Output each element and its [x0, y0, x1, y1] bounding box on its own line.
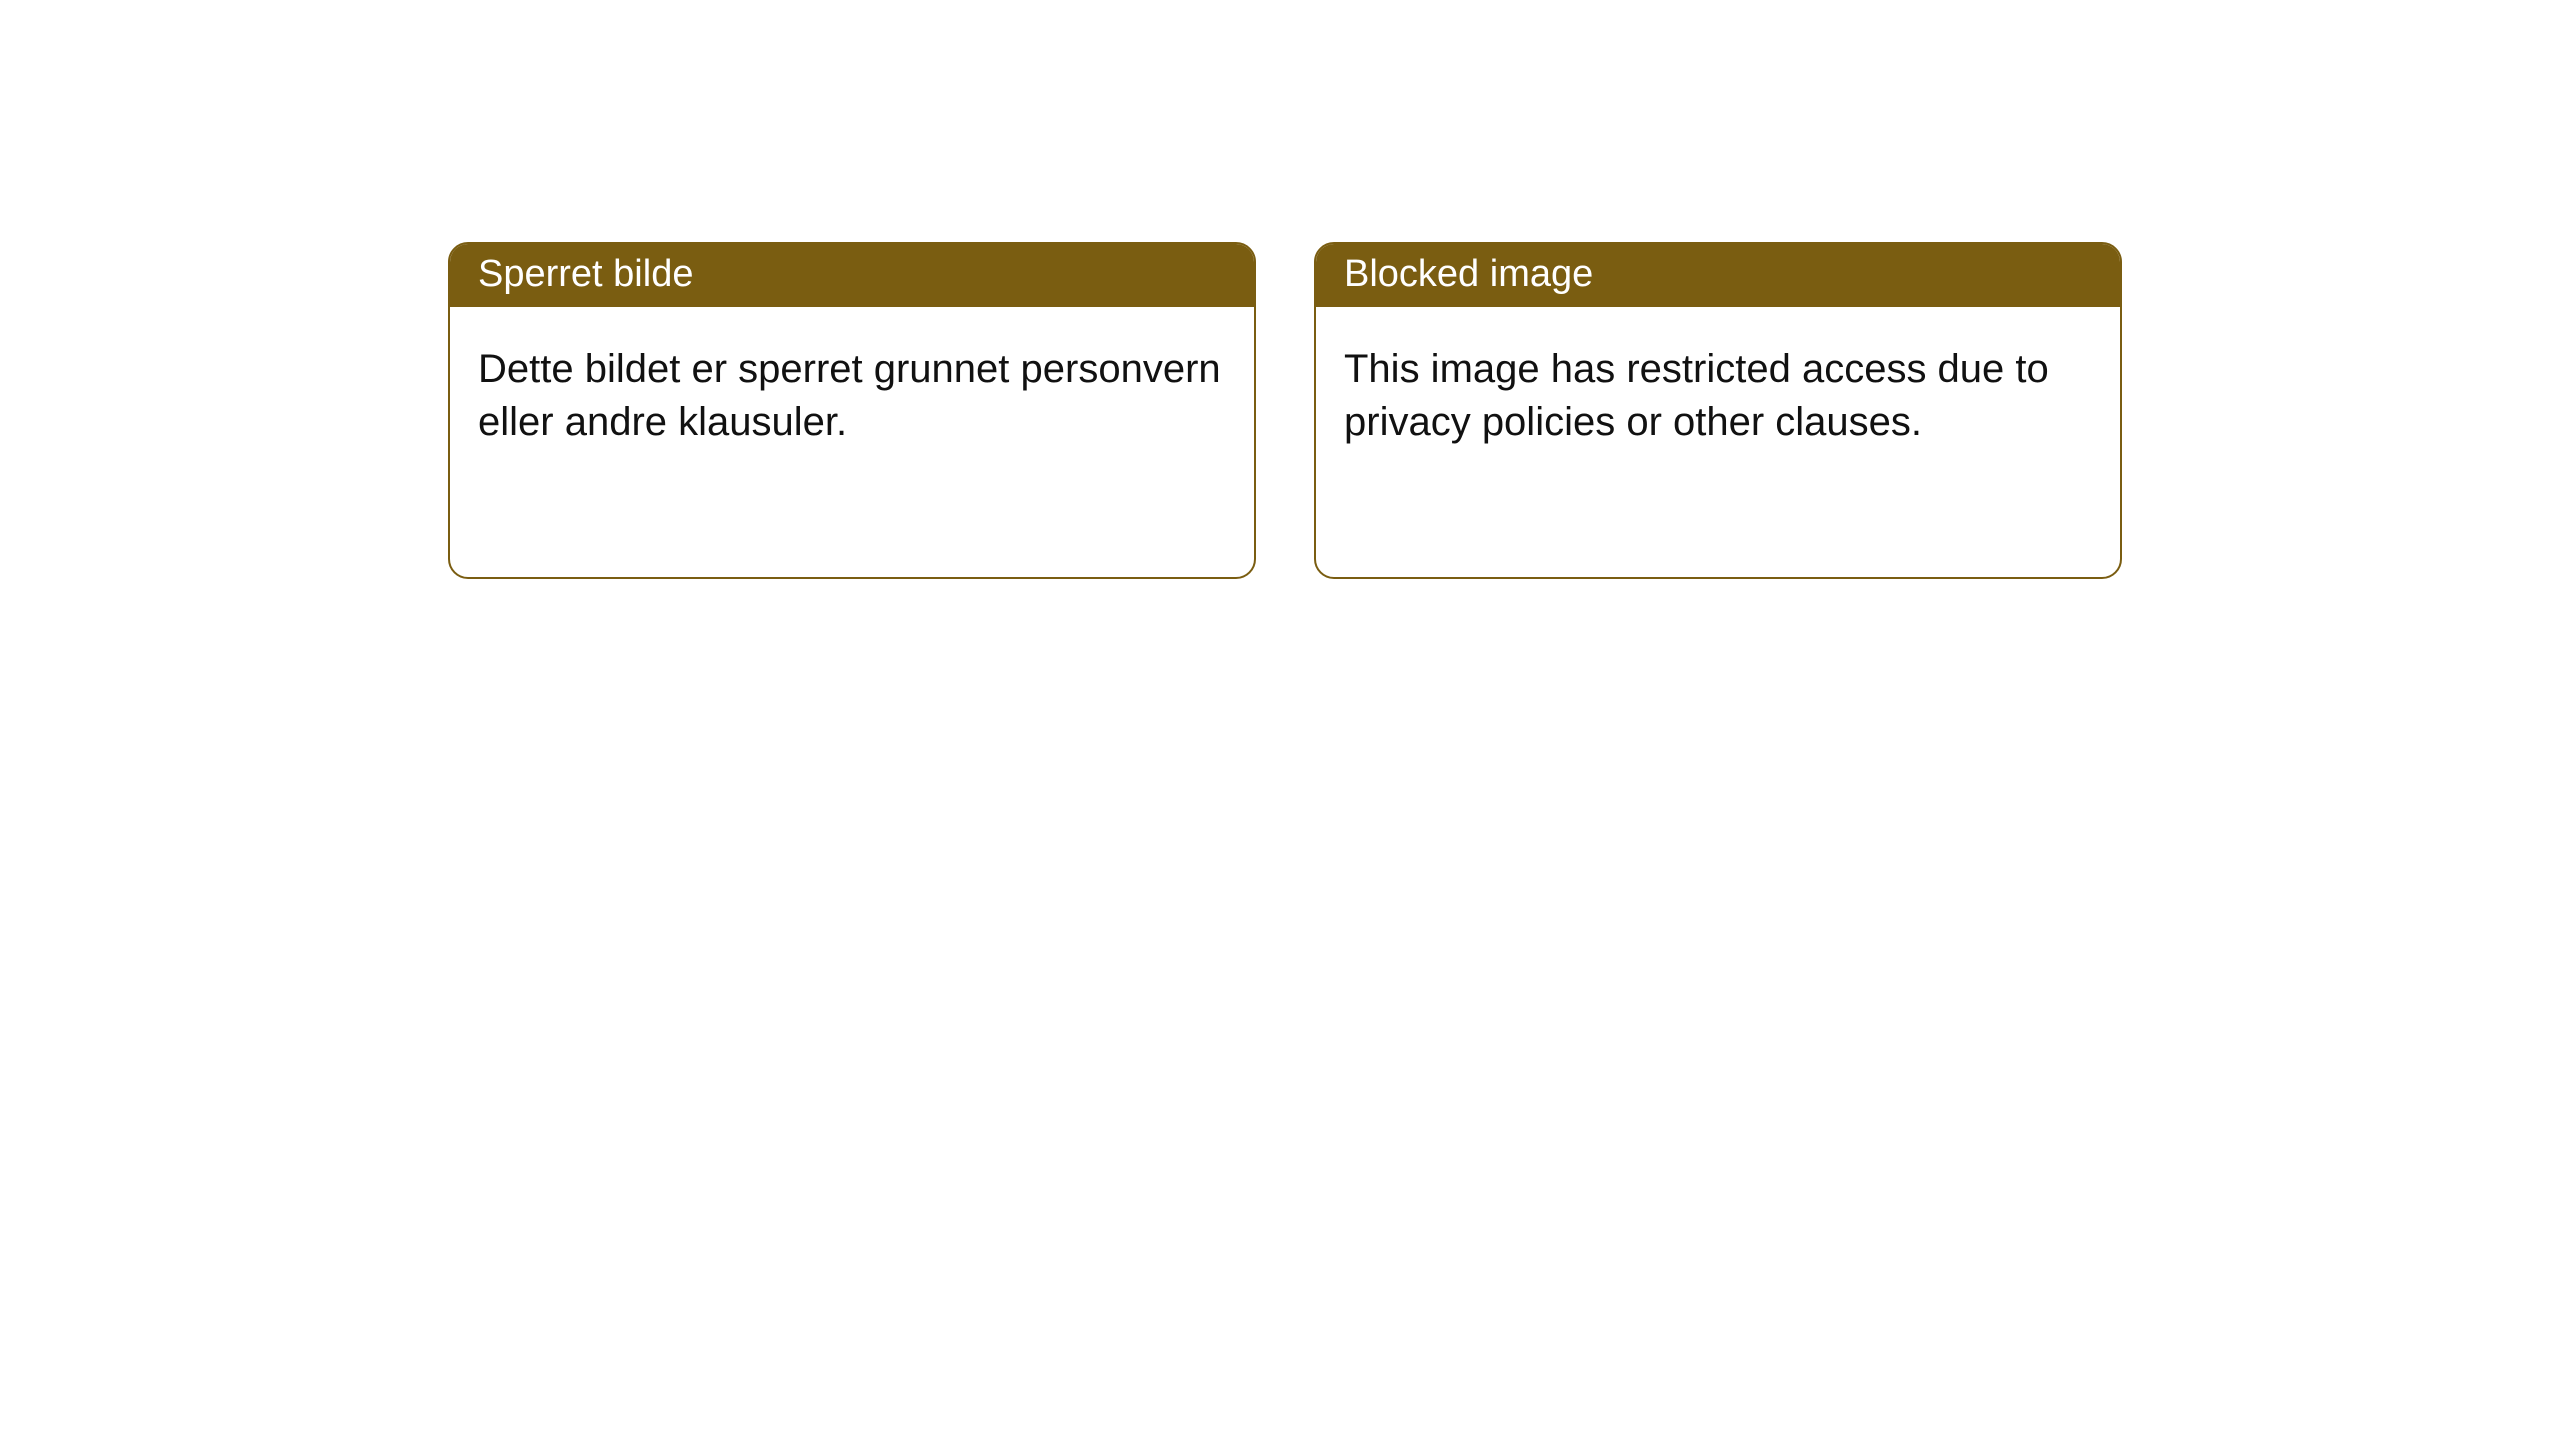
card-body-text-no: Dette bildet er sperret grunnet personve…: [478, 343, 1226, 449]
card-body-text-en: This image has restricted access due to …: [1344, 343, 2092, 449]
card-body-no: Dette bildet er sperret grunnet personve…: [450, 307, 1254, 577]
card-header-no: Sperret bilde: [450, 244, 1254, 307]
blocked-image-card-en: Blocked image This image has restricted …: [1314, 242, 2122, 579]
blocked-image-card-no: Sperret bilde Dette bildet er sperret gr…: [448, 242, 1256, 579]
card-body-en: This image has restricted access due to …: [1316, 307, 2120, 577]
card-header-en: Blocked image: [1316, 244, 2120, 307]
cards-container: Sperret bilde Dette bildet er sperret gr…: [0, 0, 2560, 579]
